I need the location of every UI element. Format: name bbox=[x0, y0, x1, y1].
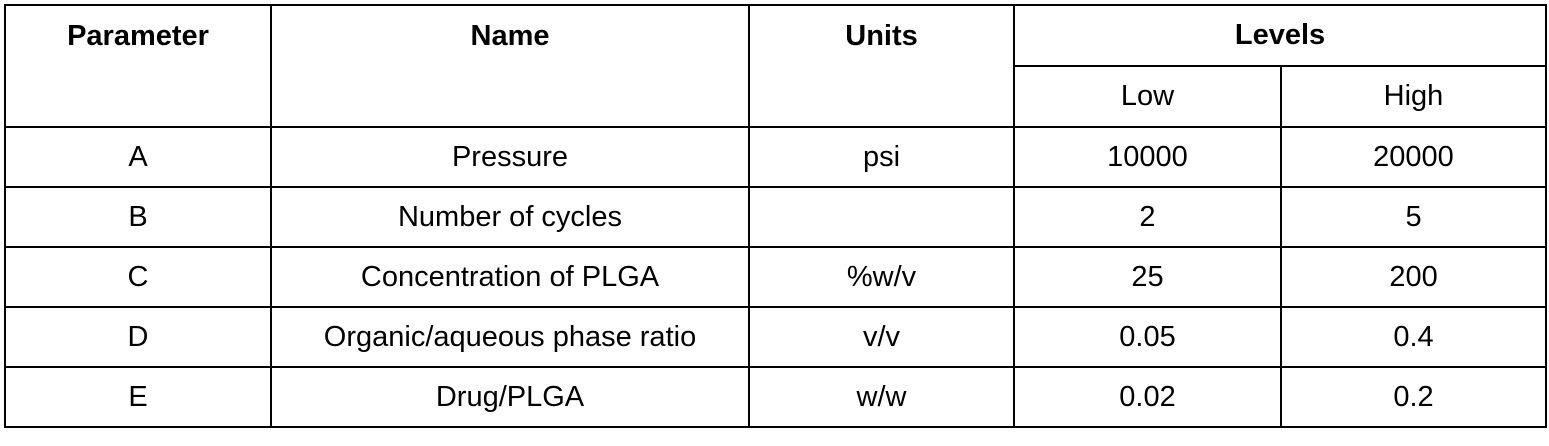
table-cell: Drug/PLGA bbox=[270, 366, 750, 428]
table-cell: Organic/aqueous phase ratio bbox=[270, 306, 750, 368]
table-row: E Drug/PLGA w/w 0.02 0.2 bbox=[4, 366, 1548, 428]
header-cell: Levels bbox=[1012, 4, 1548, 67]
header-cell: Name bbox=[270, 4, 750, 128]
table-cell: 0.4 bbox=[1279, 306, 1548, 368]
header-cell: High bbox=[1279, 65, 1548, 128]
table-cell: 10000 bbox=[1013, 126, 1282, 188]
table-cell: Concentration of PLGA bbox=[270, 246, 750, 308]
table-cell: Pressure bbox=[270, 126, 750, 188]
parameter-table: Parameter Name Units Levels Low High A Pr… bbox=[4, 4, 1548, 428]
table-row: A Pressure psi 10000 20000 bbox=[4, 126, 1548, 188]
table-cell: D bbox=[4, 306, 272, 368]
table-row: D Organic/aqueous phase ratio v/v 0.05 0.4 bbox=[4, 306, 1548, 368]
table-cell: A bbox=[4, 126, 272, 188]
table-header: Parameter Name Units Levels Low High bbox=[4, 4, 1548, 128]
table-cell: %w/v bbox=[748, 246, 1015, 308]
table-cell: 0.2 bbox=[1279, 366, 1548, 428]
table-body: A Pressure psi 10000 20000 B Number of cycles 2… bbox=[4, 126, 1548, 428]
table-cell: 25 bbox=[1013, 246, 1282, 308]
header-cell: Units bbox=[748, 4, 1015, 128]
table-cell: E bbox=[4, 366, 272, 428]
table-cell: 200 bbox=[1279, 246, 1548, 308]
table-cell: Number of cycles bbox=[270, 186, 750, 248]
table-cell: v/v bbox=[748, 306, 1015, 368]
table-cell bbox=[748, 186, 1015, 248]
table-cell: 20000 bbox=[1279, 126, 1548, 188]
table-cell: psi bbox=[748, 126, 1015, 188]
table-cell: w/w bbox=[748, 366, 1015, 428]
header-row: Low High bbox=[5, 65, 1548, 128]
header-cell: Parameter bbox=[4, 4, 272, 128]
table-row: C Concentration of PLGA %w/v 25 200 bbox=[4, 246, 1548, 308]
header-row: Parameter Name Units Levels bbox=[4, 4, 1548, 128]
table-cell: C bbox=[4, 246, 272, 308]
table-cell: 2 bbox=[1013, 186, 1282, 248]
table-cell: B bbox=[4, 186, 272, 248]
table-row: B Number of cycles 2 5 bbox=[4, 186, 1548, 248]
header-cell: Low bbox=[1013, 65, 1282, 128]
table-cell: 5 bbox=[1279, 186, 1548, 248]
table-cell: 0.02 bbox=[1013, 366, 1282, 428]
table-cell: 0.05 bbox=[1013, 306, 1282, 368]
